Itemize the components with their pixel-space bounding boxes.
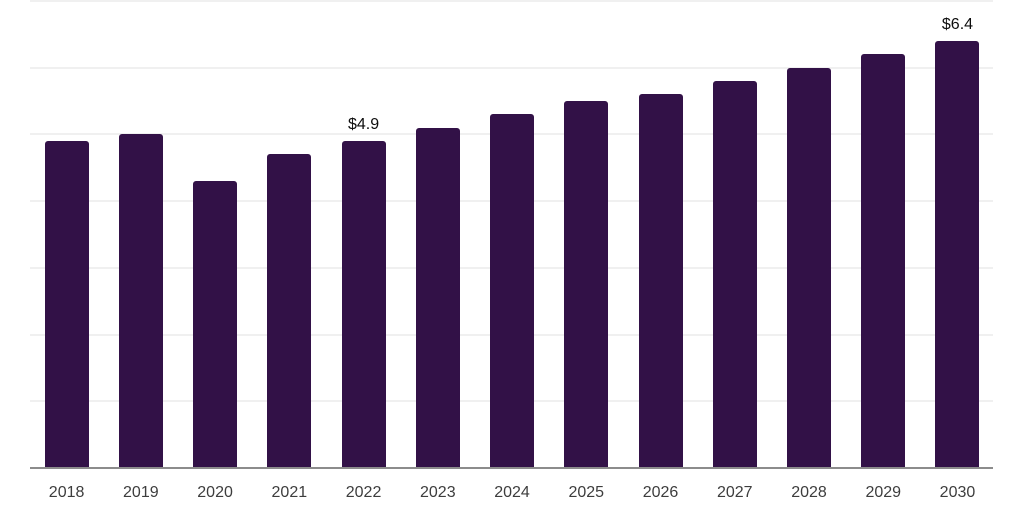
- x-tick-label-2028: 2028: [791, 484, 827, 501]
- bar-2019[interactable]: [118, 134, 163, 468]
- bar-2021[interactable]: [267, 154, 312, 468]
- bar-2025[interactable]: [564, 101, 609, 468]
- x-tick-label-2029: 2029: [865, 484, 902, 501]
- x-tick-label-2019: 2019: [123, 484, 159, 501]
- bar-2030[interactable]: [935, 41, 980, 468]
- bar-2022[interactable]: [341, 141, 386, 468]
- bar-2026[interactable]: [638, 94, 683, 468]
- value-label-2030: $6.4: [941, 16, 974, 34]
- x-tick-label-2022: 2022: [345, 484, 382, 501]
- bar-2029[interactable]: [861, 54, 906, 468]
- x-tick-label-2026: 2026: [642, 484, 679, 501]
- bar-2018[interactable]: [44, 141, 89, 468]
- x-tick-label-2018: 2018: [48, 484, 85, 501]
- bar-2020[interactable]: [193, 181, 238, 468]
- gridline: [30, 66, 993, 69]
- bar-2024[interactable]: [490, 114, 535, 468]
- gridline: [30, 0, 993, 2]
- x-tick-label-2024: 2024: [494, 484, 530, 501]
- x-tick-label-2020: 2020: [197, 484, 233, 501]
- x-tick-label-2027: 2027: [716, 484, 753, 501]
- x-axis-line: [30, 467, 993, 469]
- x-tick-label-2023: 2023: [420, 484, 456, 501]
- bar-2028[interactable]: [787, 67, 831, 468]
- bar-2027[interactable]: [712, 81, 757, 468]
- x-tick-label-2030: 2030: [939, 484, 976, 501]
- x-tick-label-2021: 2021: [271, 484, 308, 501]
- bar-2023[interactable]: [415, 127, 460, 468]
- x-tick-label-2025: 2025: [568, 484, 605, 501]
- value-label-2022: $4.9: [347, 116, 380, 134]
